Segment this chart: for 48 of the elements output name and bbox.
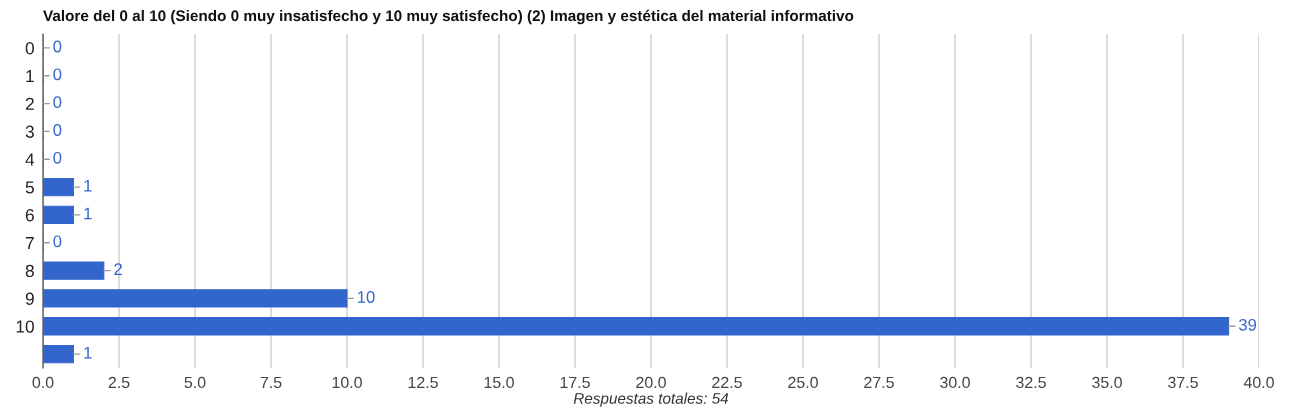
x-tick-label: 10.0: [332, 376, 362, 389]
y-tick-label: 0: [25, 42, 34, 55]
bar: [43, 177, 74, 197]
x-tick-label: 30.0: [940, 376, 970, 389]
data-label: 0: [53, 96, 62, 109]
x-tick-label: 25.0: [788, 376, 818, 389]
bar: [43, 344, 74, 364]
y-tick-label: 3: [25, 125, 34, 138]
y-tick-label: 2: [25, 97, 34, 110]
y-tick-label: 10: [16, 320, 34, 333]
x-tick-label: 20.0: [636, 376, 666, 389]
x-tick-label: 32.5: [1016, 376, 1046, 389]
chart-title: Valore del 0 al 10 (Siendo 0 muy insatisfecho y 10 muy satisfecho) (2) Imagen y estética del material informativo: [43, 9, 854, 25]
y-tick-label: 9: [25, 292, 34, 305]
data-label: 2: [114, 263, 122, 275]
x-tick-label: 35.0: [1092, 376, 1122, 389]
x-tick-label: 40.0: [1243, 376, 1274, 389]
data-label: 1: [84, 179, 92, 192]
data-label: 39: [1238, 318, 1257, 331]
data-label: 1: [84, 346, 92, 359]
y-tick-label: 4: [25, 153, 35, 166]
y-tick-label: 8: [25, 264, 34, 278]
x-tick-label: 17.5: [560, 376, 590, 389]
data-label: 0: [53, 151, 62, 164]
bar: [43, 205, 74, 225]
x-tick-label: 5.0: [184, 376, 206, 389]
y-tick-label: 6: [25, 209, 34, 222]
x-tick-label: 7.5: [260, 376, 282, 389]
bar: [43, 317, 1230, 336]
y-tick-label: 5: [25, 181, 34, 194]
y-tick-label: 1: [26, 70, 34, 83]
x-tick-label: 27.5: [864, 376, 894, 389]
y-tick-label: 7: [25, 237, 34, 250]
bar: [43, 289, 348, 308]
data-label: 0: [53, 124, 62, 136]
x-tick-label: 12.5: [408, 376, 438, 389]
x-tick-label: 37.5: [1168, 376, 1198, 389]
data-label: 0: [53, 235, 62, 248]
x-tick-label: 0.0: [32, 376, 54, 389]
x-axis-title: Respuestas totales: 54: [573, 392, 729, 407]
data-label: 0: [53, 68, 62, 81]
x-tick-label: 22.5: [712, 376, 742, 389]
data-label: 0: [53, 40, 62, 53]
bar: [43, 261, 105, 280]
data-label: 1: [84, 207, 92, 220]
data-label: 10: [358, 291, 375, 303]
x-tick-label: 2.5: [108, 376, 130, 389]
x-tick-label: 15.0: [484, 376, 514, 389]
